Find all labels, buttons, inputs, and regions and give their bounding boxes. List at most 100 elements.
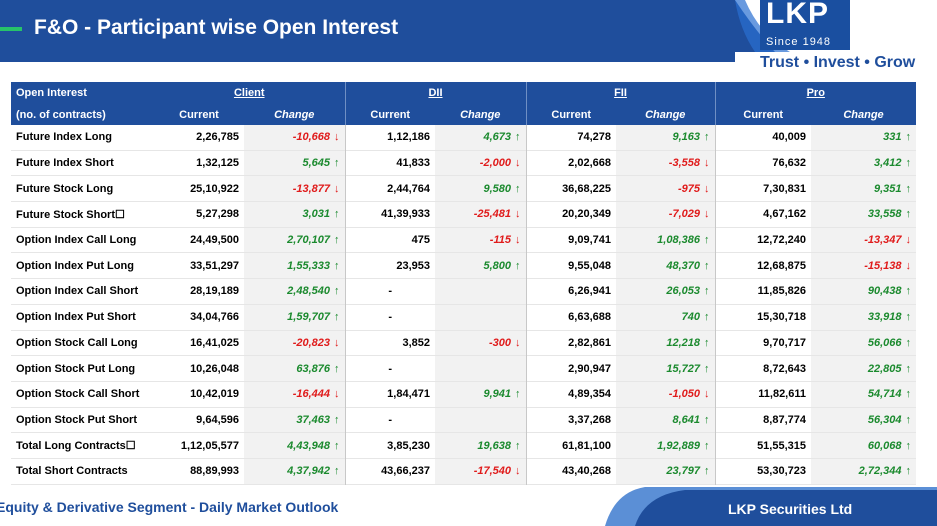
change-value: 9,941 ↑ xyxy=(435,381,526,408)
table-row: Option Stock Call Short 10,42,019 -16,444 ↓… xyxy=(11,381,916,408)
arrow-up-icon: ↑ xyxy=(334,311,340,324)
change-number: 1,08,386 xyxy=(657,234,700,247)
arrow-down-icon: ↓ xyxy=(905,234,912,247)
arrow-down-icon: ↓ xyxy=(515,157,521,170)
change-number: 2,48,540 xyxy=(287,285,330,298)
change-value: 4,673 ↑ xyxy=(435,125,526,151)
arrow-up-icon: ↑ xyxy=(905,131,912,144)
arrow-up-icon: ↑ xyxy=(334,465,340,478)
current-value: 2,44,764 xyxy=(344,175,435,202)
change-number: 4,43,948 xyxy=(287,439,330,452)
arrow-up-icon: ↑ xyxy=(704,285,710,298)
change-number: -1,050 xyxy=(668,388,700,401)
row-label: Future Stock Long xyxy=(16,182,114,195)
column-header-change: Change xyxy=(435,104,526,125)
change-number: 26,053 xyxy=(666,285,700,298)
change-value: -20,823 ↓ xyxy=(244,330,345,356)
change-number: 33,558 xyxy=(867,208,902,221)
change-number: 37,463 xyxy=(296,413,330,426)
current-value: 43,66,237 xyxy=(344,458,435,485)
current-value: 1,32,125 xyxy=(196,157,239,170)
arrow-up-icon: ↑ xyxy=(334,234,340,247)
change-number: 740 xyxy=(681,311,700,324)
arrow-up-icon: ↑ xyxy=(515,182,521,195)
change-value: 1,08,386 ↑ xyxy=(616,227,715,253)
change-number: 9,941 xyxy=(483,388,511,401)
change-value xyxy=(435,355,526,382)
footer-banner-shape xyxy=(605,487,937,526)
change-value xyxy=(435,407,526,433)
current-value: 3,37,268 xyxy=(525,407,616,433)
row-label: Option Stock Call Long xyxy=(16,336,138,349)
current-value: 4,67,162 xyxy=(714,201,811,228)
table-body: Future Index Long 2,26,785 -10,668 ↓ 1,12,18… xyxy=(11,125,916,485)
change-number: 9,580 xyxy=(483,182,511,195)
change-value: 9,351 ↑ xyxy=(811,175,916,202)
logo-box xyxy=(760,0,850,50)
change-value: 5,645 ↑ xyxy=(244,150,345,176)
change-value: 48,370 ↑ xyxy=(616,252,715,279)
change-value: 2,72,344 ↑ xyxy=(811,458,916,485)
tagline: Trust • Invest • Grow xyxy=(760,54,916,71)
column-header-current: Current xyxy=(525,104,616,125)
group-header-fii: FII xyxy=(525,82,715,104)
change-number: -16,444 xyxy=(292,388,330,401)
arrow-up-icon: ↑ xyxy=(515,439,521,452)
change-number: -17,540 xyxy=(473,465,511,478)
current-value: 7,30,831 xyxy=(714,175,811,202)
table-header: Open Interest Client DII FII Pro (no. of… xyxy=(11,82,916,125)
arrow-up-icon: ↑ xyxy=(704,234,710,247)
column-header-change: Change xyxy=(244,104,345,125)
arrow-up-icon: ↑ xyxy=(704,311,710,324)
change-value: -25,481 ↓ xyxy=(435,201,526,228)
change-number: -7,029 xyxy=(668,208,700,221)
change-value: 54,714 ↑ xyxy=(811,381,916,408)
change-value: -16,444 ↓ xyxy=(244,381,345,408)
arrow-up-icon: ↑ xyxy=(334,208,340,221)
footer-company-banner xyxy=(605,487,937,526)
change-value: -13,877 ↓ xyxy=(244,175,345,202)
row-label: Future Stock Short☐ xyxy=(16,208,125,221)
table-row: Total Short Contracts 88,89,993 4,37,942 ↑ 4… xyxy=(11,458,916,485)
arrow-up-icon: ↑ xyxy=(515,259,521,272)
change-value: 56,304 ↑ xyxy=(811,407,916,433)
change-number: 2,72,344 xyxy=(858,465,902,478)
change-number: 60,068 xyxy=(867,439,902,452)
change-value: 1,92,889 ↑ xyxy=(616,432,715,459)
arrow-down-icon: ↓ xyxy=(704,157,710,170)
change-number: 331 xyxy=(883,131,902,144)
arrow-up-icon: ↑ xyxy=(905,413,912,426)
table-row: Option Index Call Long 24,49,500 2,70,107 ↑… xyxy=(11,227,916,253)
change-number: 19,638 xyxy=(477,439,511,452)
change-value: 1,59,707 ↑ xyxy=(244,304,345,330)
current-value: 25,10,922 xyxy=(190,182,239,195)
arrow-down-icon: ↓ xyxy=(515,208,521,221)
row-label: Future Index Long xyxy=(16,131,112,144)
change-value: -13,347 ↓ xyxy=(811,227,916,253)
arrow-up-icon: ↑ xyxy=(905,439,912,452)
table-row: Future Index Long 2,26,785 -10,668 ↓ 1,12,18… xyxy=(11,125,916,151)
current-value: 12,68,875 xyxy=(714,252,811,279)
change-number: 3,412 xyxy=(873,157,902,170)
current-value: 2,82,861 xyxy=(525,330,616,356)
table-row: Future Index Short 1,32,125 5,645 ↑ 41,833 -2… xyxy=(11,150,916,176)
change-number: 4,673 xyxy=(483,131,511,144)
current-value: 74,278 xyxy=(525,125,616,151)
change-value: 90,438 ↑ xyxy=(811,278,916,305)
current-value: 9,55,048 xyxy=(525,252,616,279)
change-number: 2,70,107 xyxy=(287,234,330,247)
row-label: Option Index Put Long xyxy=(16,259,134,272)
change-value: -1,050 ↓ xyxy=(616,381,715,408)
arrow-up-icon: ↑ xyxy=(905,182,912,195)
change-number: 63,876 xyxy=(296,362,330,375)
change-value: -2,000 ↓ xyxy=(435,150,526,176)
arrow-down-icon: ↓ xyxy=(704,208,710,221)
change-value: 56,066 ↑ xyxy=(811,330,916,356)
arrow-up-icon: ↑ xyxy=(334,413,340,426)
change-number: 15,727 xyxy=(666,362,700,375)
page-title: F&O - Participant wise Open Interest xyxy=(34,16,399,39)
current-value: 61,81,100 xyxy=(525,432,616,459)
arrow-up-icon: ↑ xyxy=(334,362,340,375)
label-header-line1: Open Interest xyxy=(11,82,154,104)
current-value: 2,90,947 xyxy=(525,355,616,382)
